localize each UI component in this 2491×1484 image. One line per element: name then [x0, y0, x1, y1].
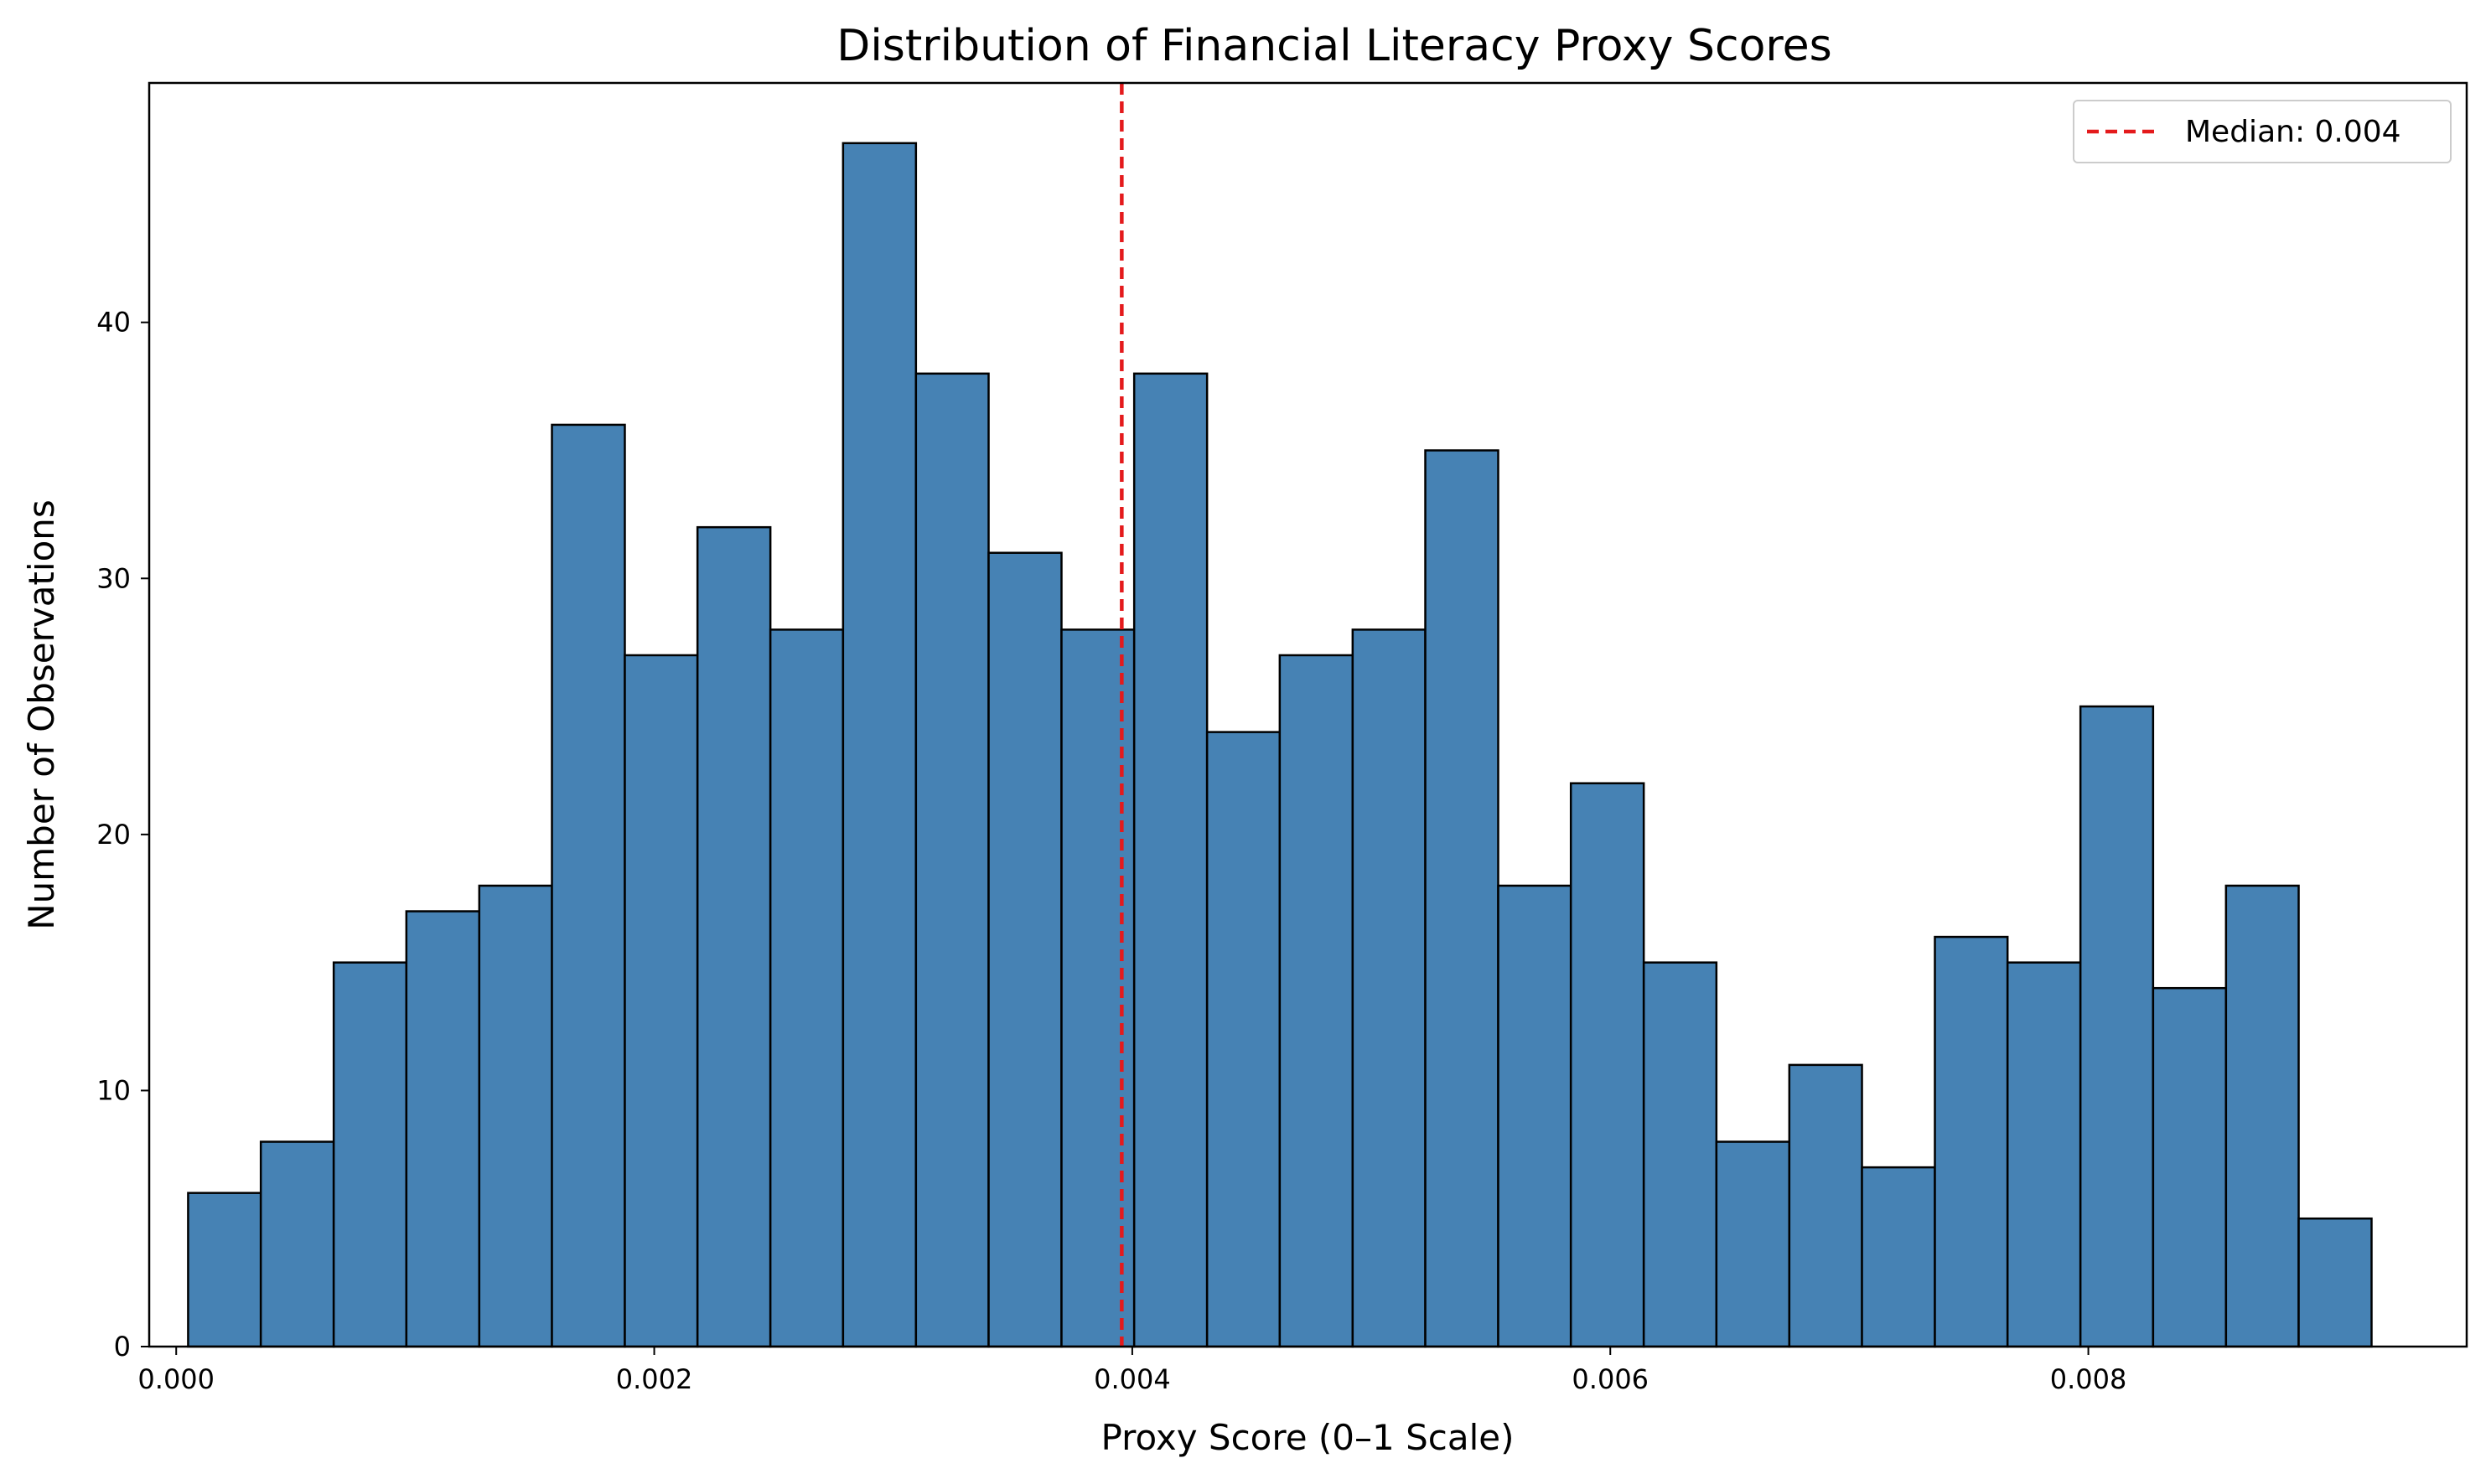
histogram-bar: [1424, 449, 1499, 1348]
histogram-bar: [551, 423, 626, 1348]
x-tick-label: 0.004: [1094, 1363, 1171, 1395]
y-axis-ticks: 0 10 20 30 40: [96, 307, 149, 1362]
x-axis-title: Proxy Score (0–1 Scale): [1101, 1417, 1515, 1458]
histogram-bar: [259, 1140, 335, 1348]
y-tick-label: 20: [96, 819, 131, 851]
y-tick-label: 40: [96, 307, 131, 339]
histogram-bar: [478, 884, 553, 1348]
histogram-bar: [842, 142, 918, 1348]
histogram-bar: [1861, 1166, 1936, 1348]
histogram-bar: [1642, 961, 1718, 1348]
histogram-bar: [1278, 654, 1354, 1348]
chart-title: Distribution of Financial Literacy Proxy…: [836, 21, 1831, 71]
legend-box: [2073, 100, 2452, 163]
histogram-bar: [1497, 884, 1572, 1348]
y-tick-label: 10: [96, 1074, 131, 1106]
histogram-bar: [2006, 961, 2082, 1348]
x-tick-label: 0.002: [616, 1363, 693, 1395]
histogram-bar: [1788, 1063, 1863, 1348]
histogram-bar: [696, 525, 772, 1348]
legend: Median: 0.004: [2073, 100, 2452, 163]
y-tick-label: 30: [96, 562, 131, 594]
legend-median-label: Median: 0.004: [2185, 115, 2401, 149]
histogram-bar: [987, 551, 1063, 1348]
histogram-bar: [1934, 935, 2009, 1348]
plot-frame: [148, 81, 2468, 1348]
histogram-bar: [624, 654, 699, 1348]
y-axis-title: Number of Observations: [21, 499, 62, 930]
histogram-bar: [405, 910, 481, 1348]
y-tick-label: 0: [114, 1331, 131, 1362]
histogram-bar: [2224, 884, 2300, 1348]
histogram-bar: [769, 628, 845, 1348]
bars: [187, 142, 2373, 1348]
histogram-bar: [332, 961, 408, 1348]
x-axis-ticks: 0.000 0.002 0.004 0.006 0.008: [137, 1347, 2126, 1395]
histogram-bar: [2297, 1217, 2373, 1348]
histogram-bar: [1205, 731, 1282, 1348]
x-tick-label: 0.006: [1572, 1363, 1649, 1395]
histogram-bar: [1132, 372, 1209, 1348]
histogram-bar: [1351, 628, 1427, 1348]
histogram-bar: [914, 372, 990, 1348]
histogram-bar: [1715, 1140, 1791, 1348]
histogram-bar: [2152, 986, 2228, 1348]
x-tick-label: 0.000: [137, 1363, 215, 1395]
x-tick-label: 0.008: [2050, 1363, 2127, 1395]
histogram-bar: [187, 1192, 262, 1348]
histogram-bar: [2079, 705, 2155, 1348]
histogram-bar: [1569, 782, 1645, 1348]
